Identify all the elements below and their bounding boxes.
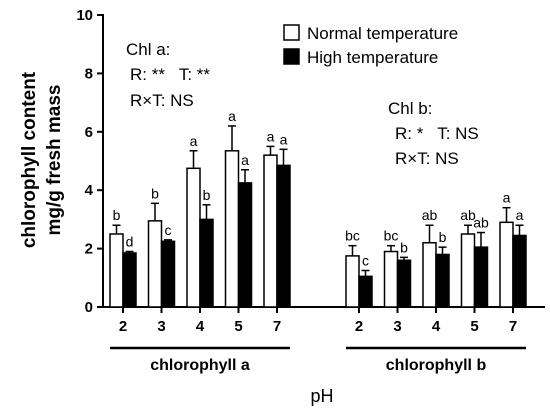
x-axis-title: pH	[310, 386, 333, 406]
legend-label-high: High temperature	[307, 48, 438, 67]
y-tick-label: 8	[85, 65, 93, 82]
bar	[186, 167, 201, 308]
significance-label: b	[113, 207, 121, 223]
y-tick-label: 6	[85, 124, 93, 141]
group-label: chlorophyll a	[150, 357, 250, 374]
y-tick-label: 0	[85, 299, 93, 316]
y-tick-label: 2	[85, 241, 93, 258]
significance-label: a	[503, 190, 511, 206]
significance-label: b	[439, 229, 447, 245]
annotation-chl-b: Chl b: R: * T: NS R×T: NS	[388, 99, 479, 168]
significance-label: a	[280, 131, 288, 147]
annotation-chl-a-line3: R×T: NS	[130, 91, 194, 110]
significance-label: b	[203, 187, 211, 203]
x-tick-label: 4	[432, 318, 441, 335]
bar	[109, 233, 124, 308]
x-tick-label: 2	[355, 318, 363, 335]
bar	[383, 250, 399, 308]
bar	[263, 154, 278, 308]
y-axis-title-line2: mg/g fresh mass	[44, 85, 65, 236]
annotation-chl-b-line3: R×T: NS	[395, 149, 459, 168]
significance-label: a	[190, 133, 198, 149]
bar	[435, 253, 450, 308]
bar	[345, 255, 360, 308]
significance-label: b	[400, 239, 408, 255]
annotation-chl-b-line2: R: * T: NS	[395, 124, 479, 143]
legend-swatch-high	[283, 48, 300, 65]
legend-swatch-normal	[283, 24, 300, 41]
legend: Normal temperature High temperature	[283, 24, 458, 67]
significance-label: a	[267, 128, 275, 144]
annotation-chl-a-line2: R: ** T: **	[130, 65, 210, 84]
x-tick-label: 3	[393, 318, 401, 335]
bar	[160, 240, 176, 308]
significance-label: ab	[473, 215, 489, 231]
x-tick-label: 5	[470, 318, 478, 335]
annotation-chl-a-line1: Chl a:	[126, 40, 170, 59]
y-axis-title-line1: chlorophyll content	[19, 71, 40, 248]
x-tick-label: 7	[273, 318, 281, 335]
bar	[460, 233, 476, 308]
x-tick-label: 4	[196, 318, 205, 335]
bar	[237, 182, 253, 308]
significance-label: bc	[384, 228, 399, 244]
bar	[199, 218, 214, 308]
y-tick-label: 10	[76, 7, 93, 24]
x-tick-label: 2	[119, 318, 127, 335]
bar	[122, 252, 137, 308]
bar	[147, 220, 163, 308]
significance-label: c	[362, 253, 369, 269]
significance-label: ab	[460, 207, 476, 223]
annotation-chl-b-line1: Chl b:	[388, 99, 432, 118]
significance-label: ab	[422, 207, 438, 223]
significance-label: b	[151, 185, 159, 201]
x-tick-label: 5	[234, 318, 242, 335]
bar	[473, 246, 489, 308]
bar	[358, 275, 373, 308]
significance-label: a	[228, 108, 236, 124]
annotation-chl-a: Chl a: R: ** T: ** R×T: NS	[126, 40, 210, 110]
bar	[396, 259, 412, 308]
bar	[512, 234, 527, 308]
significance-label: bc	[345, 228, 360, 244]
group-label: chlorophyll b	[386, 357, 487, 374]
significance-label: d	[126, 234, 134, 250]
y-axis-title: chlorophyll content mg/g fresh mass	[19, 71, 65, 248]
bar	[224, 150, 240, 308]
x-tick-label: 7	[509, 318, 517, 335]
bar	[276, 164, 291, 308]
bar	[499, 221, 514, 308]
significance-label: a	[241, 152, 249, 168]
legend-label-normal: Normal temperature	[307, 24, 458, 43]
x-tick-label: 3	[157, 318, 165, 335]
significance-label: a	[516, 207, 524, 223]
significance-label: c	[165, 222, 172, 238]
bar	[422, 242, 437, 308]
y-tick-label: 4	[85, 182, 94, 199]
